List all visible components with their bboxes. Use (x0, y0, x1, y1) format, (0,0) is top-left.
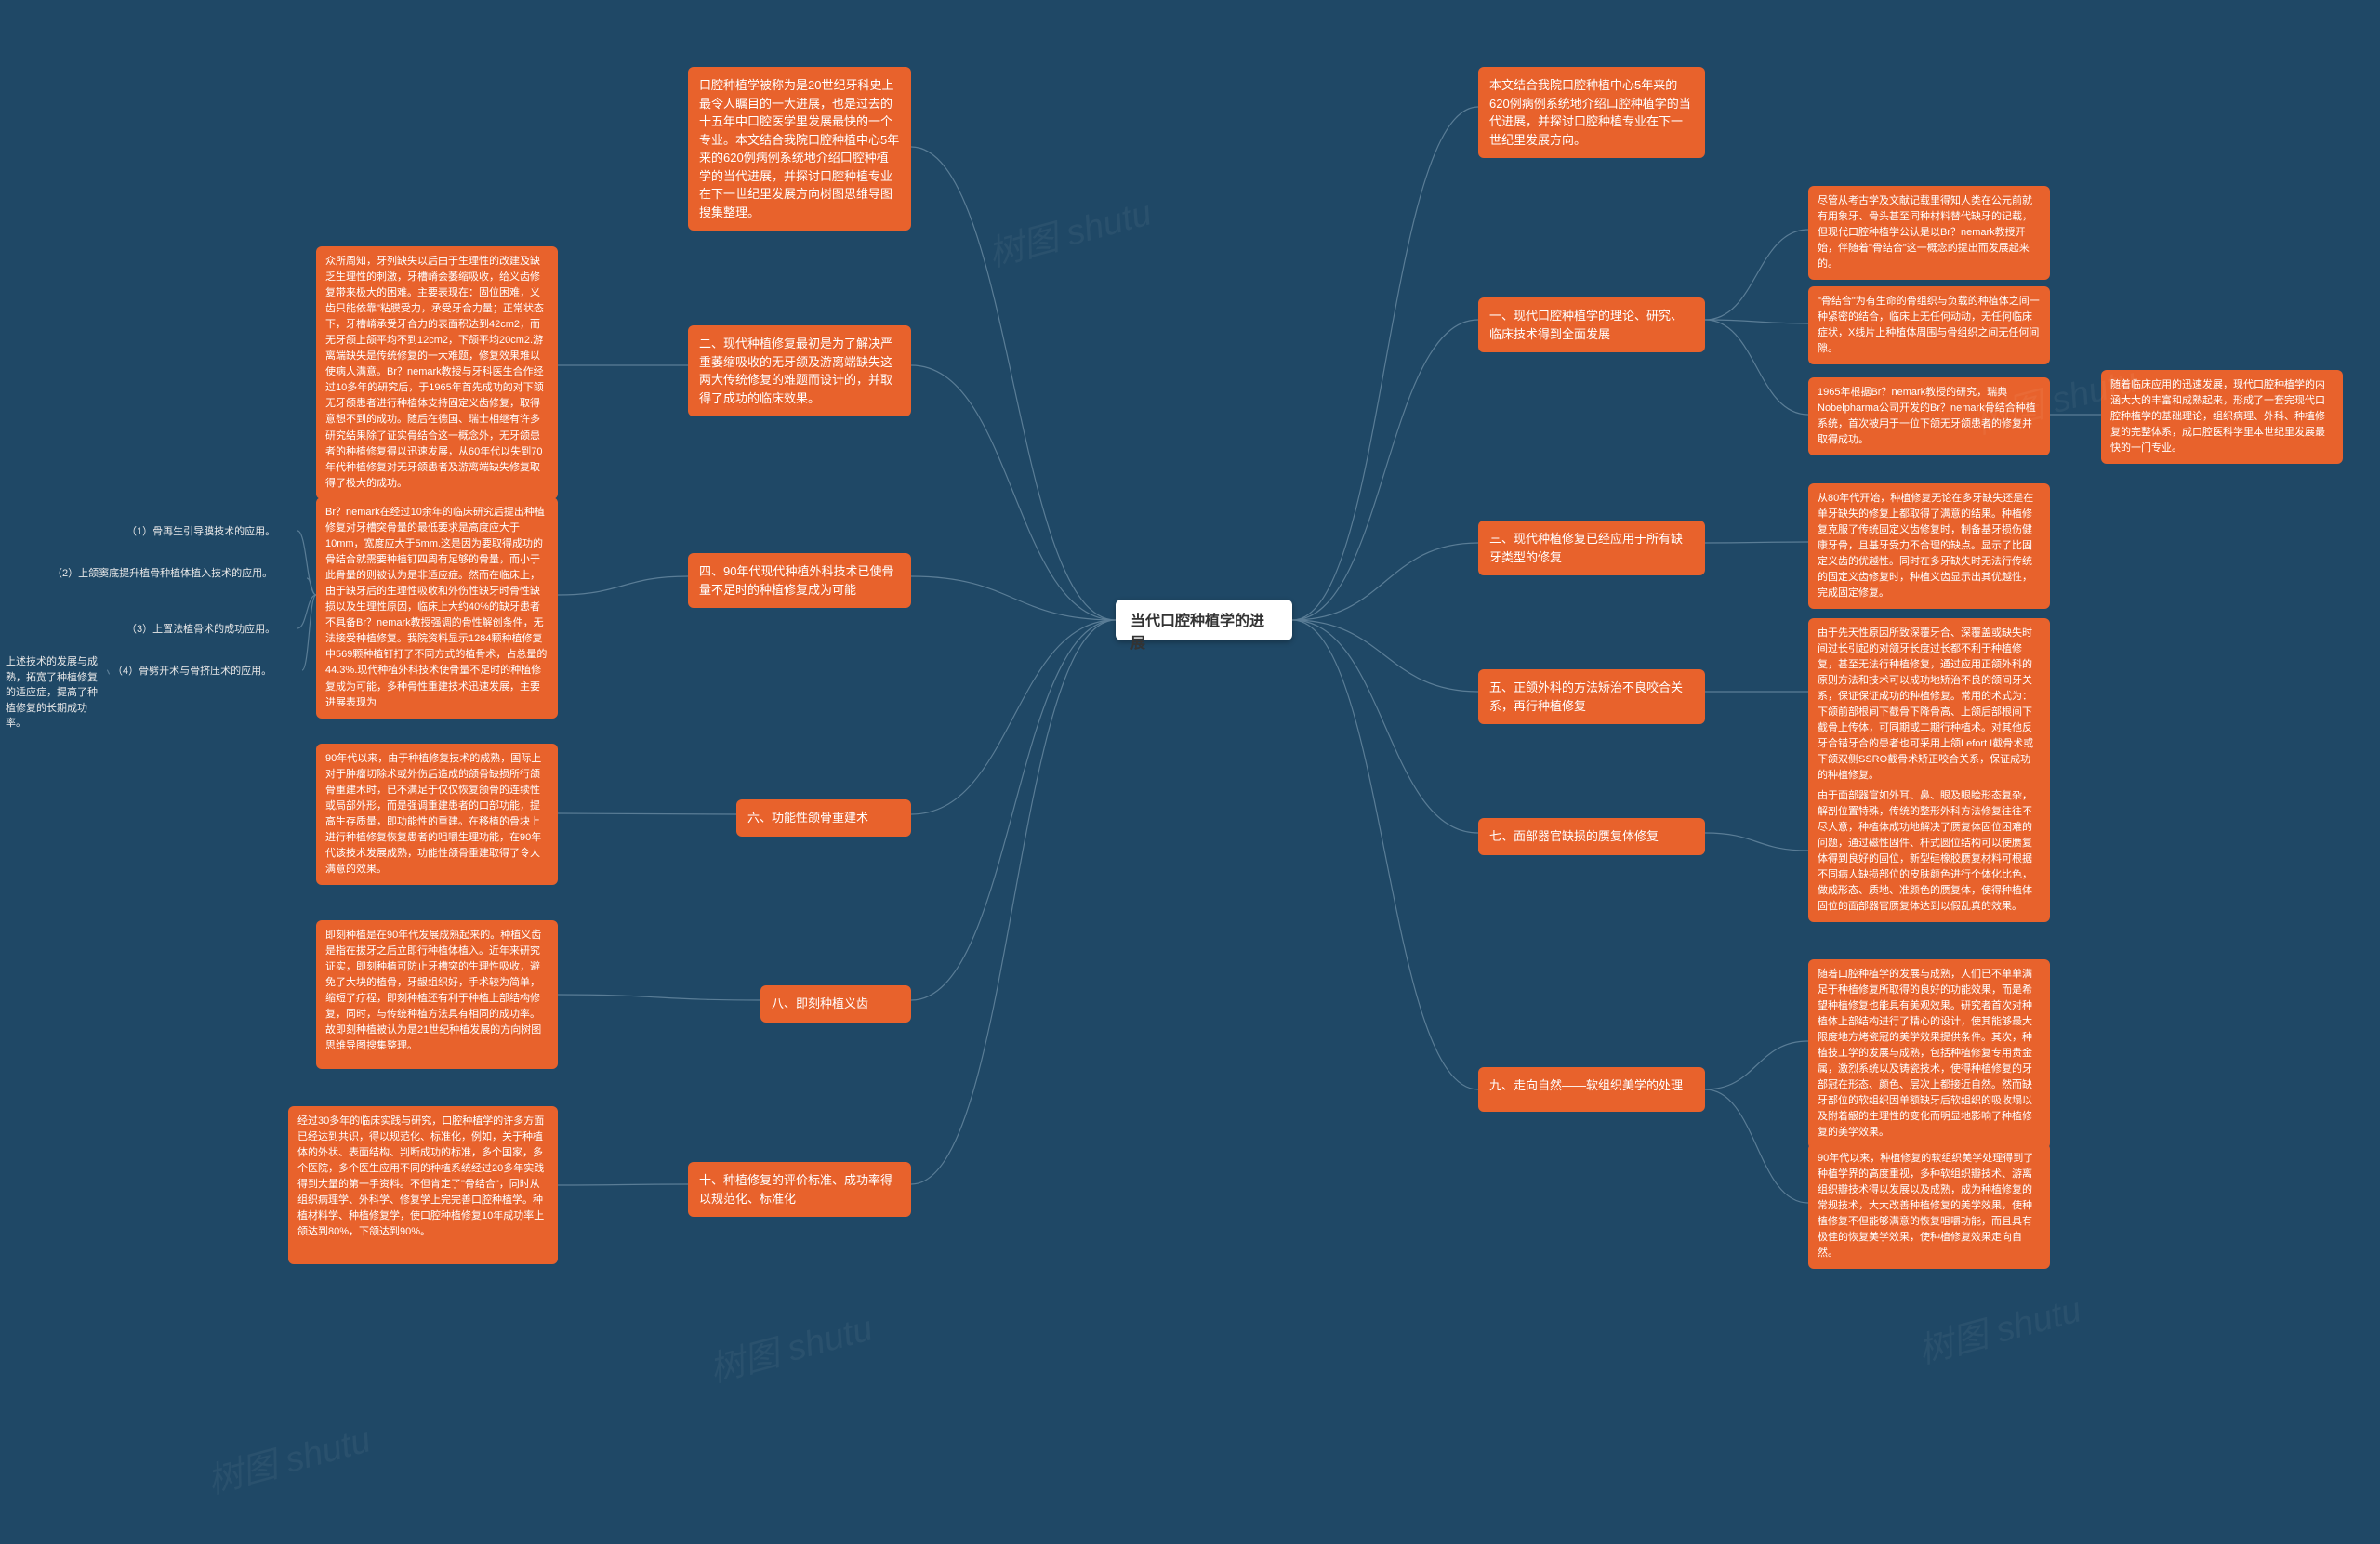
L5a-text: 经过30多年的临床实践与研究，口腔种植学的许多方面已经达到共识，得以规范化、标准… (298, 1115, 544, 1237)
L2a[interactable]: Br？nemark在经过10余年的临床研究后提出种植修复对牙槽突骨量的最低要求是… (316, 497, 558, 719)
L2-text: 四、90年代现代种植外科技术已使骨量不足时的种植修复成为可能 (699, 564, 893, 597)
L3a[interactable]: 90年代以来，由于种植修复技术的成熟，国际上对于肿瘤切除术或外伤后造成的颌骨缺损… (316, 744, 558, 885)
L2a2[interactable]: （2）上颌窦底提升植骨种植体植入技术的应用。 (46, 562, 307, 586)
R5b[interactable]: 90年代以来，种植修复的软组织美学处理得到了种植学界的高度重视，多种软组织瓣技术… (1808, 1143, 2050, 1269)
L3a-text: 90年代以来，由于种植修复技术的成熟，国际上对于肿瘤切除术或外伤后造成的颌骨缺损… (325, 753, 541, 875)
L2a4[interactable]: （4）骨劈开术与骨挤压术的应用。 (107, 660, 302, 683)
R1c1[interactable]: 随着临床应用的迅速发展，现代口腔种植学的内涵大大的丰富和成熟起来，形成了一套完现… (2101, 370, 2343, 464)
L2a2-text: （2）上颌窦底提升植骨种植体植入技术的应用。 (52, 568, 272, 579)
R4[interactable]: 七、面部器官缺损的赝复体修复 (1478, 818, 1705, 855)
L2[interactable]: 四、90年代现代种植外科技术已使骨量不足时的种植修复成为可能 (688, 553, 911, 608)
R0-text: 本文结合我院口腔种植中心5年来的620例病例系统地介绍口腔种植学的当代进展，并探… (1489, 78, 1691, 147)
L5-text: 十、种植修复的评价标准、成功率得以规范化、标准化 (699, 1173, 892, 1206)
R1-text: 一、现代口腔种植学的理论、研究、临床技术得到全面发展 (1489, 309, 1683, 341)
watermark: 树图 shutu (201, 1411, 376, 1504)
center-text: 当代口腔种植学的进展 (1130, 614, 1264, 652)
R3a[interactable]: 由于先天性原因所致深覆牙合、深覆盖或缺失时间过长引起的对颌牙长度过长都不利于种植… (1808, 618, 2050, 791)
R2a[interactable]: 从80年代开始，种植修复无论在多牙缺失还是在单牙缺失的修复上都取得了满意的结果。… (1808, 483, 2050, 609)
watermark: 树图 shutu (1911, 1281, 2086, 1374)
L3-text: 六、功能性颌骨重建术 (747, 811, 868, 825)
watermark: 树图 shutu (982, 184, 1157, 277)
R4a[interactable]: 由于面部器官如外耳、鼻、眼及眼睑形态复杂，解剖位置特殊，传统的整形外科方法修复往… (1808, 781, 2050, 922)
R1a-text: 尽管从考古学及文献记载里得知人类在公元前就有用象牙、骨头甚至同种材料替代缺牙的记… (1818, 195, 2032, 270)
L1a[interactable]: 众所周知，牙列缺失以后由于生理性的改建及缺乏生理性的刺激，牙槽嵴会萎缩吸收，给义… (316, 246, 558, 499)
L2a4-text: （4）骨劈开术与骨挤压术的应用。 (112, 666, 271, 677)
R5b-text: 90年代以来，种植修复的软组织美学处理得到了种植学界的高度重视，多种软组织瓣技术… (1818, 1153, 2033, 1259)
L2a3-text: （3）上置法植骨术的成功应用。 (126, 624, 275, 635)
L4a-text: 即刻种植是在90年代发展成熟起来的。种植义齿是指在拔牙之后立即行种植体植入。近年… (325, 930, 541, 1051)
R5a[interactable]: 随着口腔种植学的发展与成熟，人们已不单单满足于种植修复所取得的良好的功能效果，而… (1808, 959, 2050, 1149)
L4[interactable]: 八、即刻种植义齿 (760, 985, 911, 1023)
R5-text: 九、走向自然——软组织美学的处理 (1489, 1078, 1683, 1092)
R5a-text: 随着口腔种植学的发展与成熟，人们已不单单满足于种植修复所取得的良好的功能效果，而… (1818, 969, 2032, 1138)
L2a3[interactable]: （3）上置法植骨术的成功应用。 (121, 618, 298, 641)
R1c[interactable]: 1965年根据Br？nemark教授的研究，瑞典Nobelpharma公司开发的… (1808, 377, 2050, 455)
L2a4a[interactable]: 上述技术的发展与成熟，拓宽了种植修复的适应症，提高了种植修复的长期成功率。 (0, 651, 110, 735)
R1b-text: "骨结合"为有生命的骨组织与负载的种植体之间一种紧密的结合，临床上无任何动动，无… (1818, 296, 2040, 354)
R3[interactable]: 五、正颌外科的方法矫治不良咬合关系，再行种植修复 (1478, 669, 1705, 724)
L5[interactable]: 十、种植修复的评价标准、成功率得以规范化、标准化 (688, 1162, 911, 1217)
L4a[interactable]: 即刻种植是在90年代发展成熟起来的。种植义齿是指在拔牙之后立即行种植体植入。近年… (316, 920, 558, 1069)
L0[interactable]: 口腔种植学被称为是20世纪牙科史上最令人瞩目的一大进展，也是过去的十五年中口腔医… (688, 67, 911, 231)
R1c-text: 1965年根据Br？nemark教授的研究，瑞典Nobelpharma公司开发的… (1818, 387, 2036, 445)
R4-text: 七、面部器官缺损的赝复体修复 (1489, 829, 1659, 843)
L2a1[interactable]: （1）骨再生引导膜技术的应用。 (121, 521, 298, 544)
R2a-text: 从80年代开始，种植修复无论在多牙缺失还是在单牙缺失的修复上都取得了满意的结果。… (1818, 493, 2033, 599)
L5a[interactable]: 经过30多年的临床实践与研究，口腔种植学的许多方面已经达到共识，得以规范化、标准… (288, 1106, 558, 1264)
L2a-text: Br？nemark在经过10余年的临床研究后提出种植修复对牙槽突骨量的最低要求是… (325, 507, 547, 708)
L1a-text: 众所周知，牙列缺失以后由于生理性的改建及缺乏生理性的刺激，牙槽嵴会萎缩吸收，给义… (325, 256, 544, 489)
L2a4a-text: 上述技术的发展与成熟，拓宽了种植修复的适应症，提高了种植修复的长期成功率。 (6, 656, 98, 729)
R1c1-text: 随着临床应用的迅速发展，现代口腔种植学的内涵大大的丰富和成熟起来，形成了一套完现… (2110, 379, 2325, 454)
R2-text: 三、现代种植修复已经应用于所有缺牙类型的修复 (1489, 532, 1683, 564)
R3-text: 五、正颌外科的方法矫治不良咬合关系，再行种植修复 (1489, 680, 1683, 713)
watermark: 树图 shutu (703, 1300, 878, 1392)
R4a-text: 由于面部器官如外耳、鼻、眼及眼睑形态复杂，解剖位置特殊，传统的整形外科方法修复往… (1818, 790, 2032, 912)
center-node[interactable]: 当代口腔种植学的进展 (1116, 600, 1292, 640)
R1a[interactable]: 尽管从考古学及文献记载里得知人类在公元前就有用象牙、骨头甚至同种材料替代缺牙的记… (1808, 186, 2050, 280)
L1[interactable]: 二、现代种植修复最初是为了解决严重萎缩吸收的无牙颌及游离端缺失这两大传统修复的难… (688, 325, 911, 416)
R1b[interactable]: "骨结合"为有生命的骨组织与负载的种植体之间一种紧密的结合，临床上无任何动动，无… (1808, 286, 2050, 364)
L4-text: 八、即刻种植义齿 (772, 996, 868, 1010)
R3a-text: 由于先天性原因所致深覆牙合、深覆盖或缺失时间过长引起的对颌牙长度过长都不利于种植… (1818, 627, 2033, 781)
L2a1-text: （1）骨再生引导膜技术的应用。 (126, 526, 275, 537)
L1-text: 二、现代种植修复最初是为了解决严重萎缩吸收的无牙颌及游离端缺失这两大传统修复的难… (699, 337, 892, 405)
R0[interactable]: 本文结合我院口腔种植中心5年来的620例病例系统地介绍口腔种植学的当代进展，并探… (1478, 67, 1705, 158)
L0-text: 口腔种植学被称为是20世纪牙科史上最令人瞩目的一大进展，也是过去的十五年中口腔医… (699, 78, 899, 219)
R5[interactable]: 九、走向自然——软组织美学的处理 (1478, 1067, 1705, 1112)
L3[interactable]: 六、功能性颌骨重建术 (736, 799, 911, 837)
R1[interactable]: 一、现代口腔种植学的理论、研究、临床技术得到全面发展 (1478, 297, 1705, 352)
R2[interactable]: 三、现代种植修复已经应用于所有缺牙类型的修复 (1478, 521, 1705, 575)
